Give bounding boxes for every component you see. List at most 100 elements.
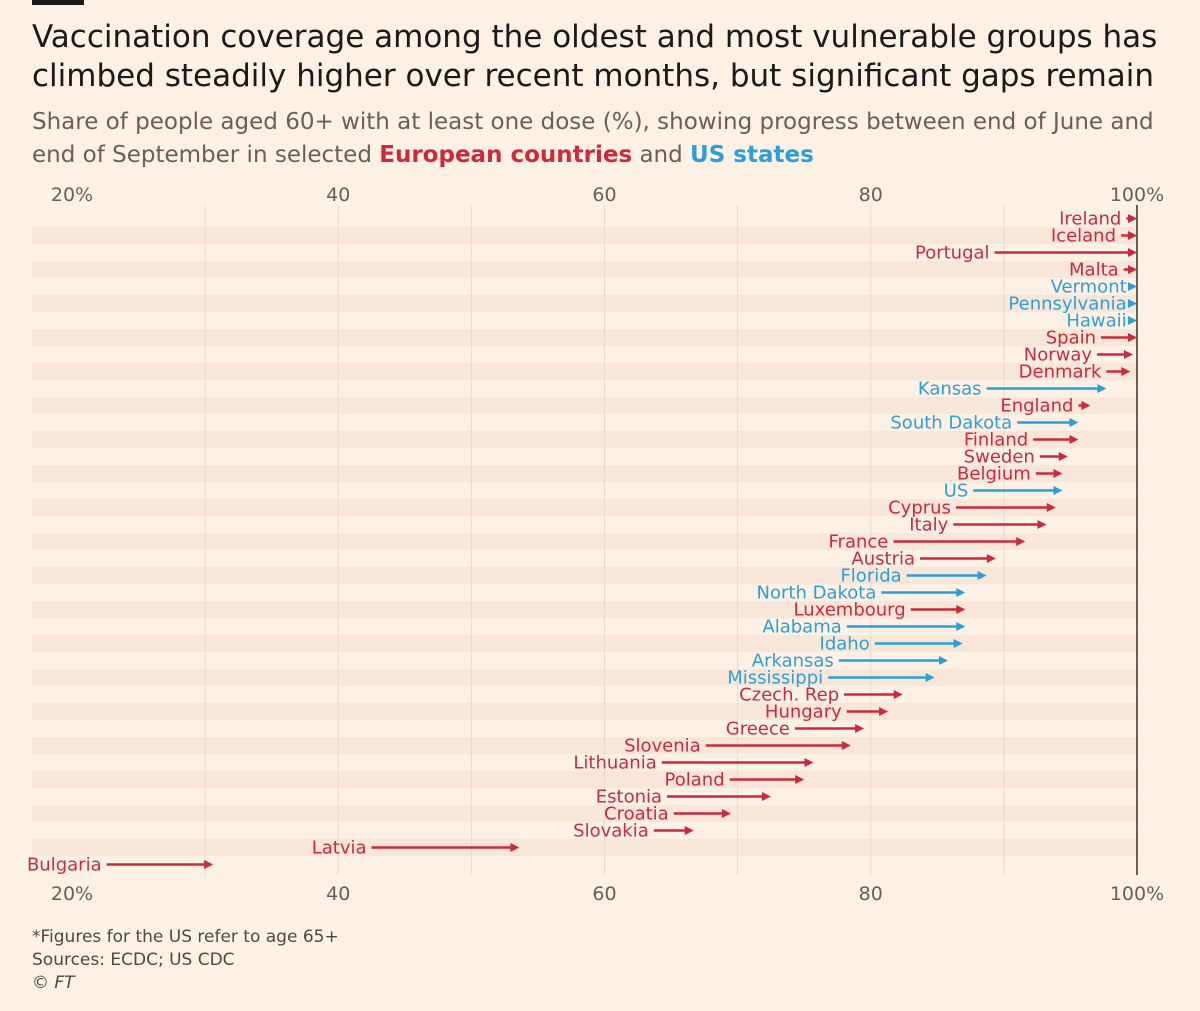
row-label: Mississippi: [727, 668, 823, 689]
row-label: Iceland: [1051, 226, 1116, 247]
arrowhead: [1128, 299, 1137, 308]
row-band: [32, 567, 1137, 584]
row-band: [32, 227, 1137, 244]
row-norway: Norway: [1024, 345, 1134, 366]
footer: *Figures for the US refer to age 65+ Sou…: [32, 926, 339, 995]
row-label: Cyprus: [888, 498, 951, 519]
row-band: [32, 703, 1137, 720]
x-tick-label-top: 20%: [51, 184, 93, 206]
x-tick-label-top: 80: [859, 184, 883, 206]
arrowhead: [204, 860, 214, 869]
arrowhead: [1128, 231, 1137, 240]
row-finland: Finland: [964, 430, 1079, 451]
row-bands: [32, 227, 1137, 856]
row-label: Slovenia: [624, 736, 701, 757]
row-label: Lithuania: [573, 753, 656, 774]
row-austria: Austria: [851, 549, 996, 570]
row-mississippi: Mississippi: [727, 668, 935, 689]
row-label: Latvia: [312, 838, 367, 859]
row-label: South Dakota: [890, 413, 1012, 434]
row-label: Malta: [1069, 260, 1119, 281]
arrowhead: [1046, 503, 1056, 512]
x-axis-top: 20% 40 60 80 100%: [51, 184, 1164, 206]
row-vermont: Vermont: [1051, 277, 1137, 298]
row-florida: Florida: [840, 566, 987, 587]
row-label: Alabama: [762, 617, 841, 638]
arrowhead: [893, 690, 903, 699]
subtitle-us-label: US states: [690, 142, 814, 168]
arrowhead: [1128, 248, 1137, 257]
arrowhead: [1069, 435, 1079, 444]
row-band: [32, 431, 1137, 448]
x-tick-label-bottom: 60: [592, 883, 616, 905]
row-luxembourg: Luxembourg: [794, 600, 966, 621]
arrowhead: [841, 741, 851, 750]
arrowhead: [804, 758, 814, 767]
arrowhead: [1121, 367, 1131, 376]
row-band: [32, 737, 1137, 754]
arrowhead: [1124, 350, 1134, 359]
arrowhead: [761, 792, 771, 801]
row-slovakia: Slovakia: [573, 821, 694, 842]
row-label: Idaho: [820, 634, 870, 655]
arrowhead: [977, 571, 987, 580]
row-hawaii: Hawaii: [1066, 311, 1137, 332]
arrowhead: [721, 809, 731, 818]
row-belgium: Belgium: [957, 464, 1063, 485]
row-lithuania: Lithuania: [573, 753, 814, 774]
row-band: [32, 805, 1137, 822]
arrowhead: [1069, 418, 1079, 427]
x-tick-label-bottom: 40: [326, 883, 350, 905]
row-label: Luxembourg: [794, 600, 906, 621]
chart-subtitle: Share of people aged 60+ with at least o…: [32, 106, 1172, 172]
row-label: North Dakota: [757, 583, 877, 604]
row-label: Pennsylvania: [1008, 294, 1126, 315]
row-band: [32, 465, 1137, 482]
arrowhead: [956, 588, 966, 597]
row-portugal: Portugal: [915, 243, 1137, 264]
arrowhead: [925, 673, 935, 682]
gridlines: [204, 205, 1138, 875]
arrowhead: [956, 622, 966, 631]
row-label: Hawaii: [1066, 311, 1126, 332]
row-label: Arkansas: [752, 651, 834, 672]
row-band: [32, 295, 1137, 312]
arrowhead: [510, 843, 520, 852]
row-band: [32, 839, 1137, 856]
row-label: France: [829, 532, 889, 553]
arrowhead: [1053, 486, 1063, 495]
row-band: [32, 601, 1137, 618]
arrowhead: [1053, 469, 1063, 478]
row-idaho: Idaho: [820, 634, 963, 655]
row-malta: Malta: [1069, 260, 1137, 281]
row-label: Florida: [840, 566, 901, 587]
arrowhead: [1128, 333, 1137, 342]
row-label: Finland: [964, 430, 1028, 451]
row-label: Estonia: [596, 787, 662, 808]
arrowhead: [956, 605, 966, 614]
row-label: Sweden: [964, 447, 1035, 468]
row-label: Kansas: [918, 379, 982, 400]
row-band: [32, 363, 1137, 380]
row-label: Slovakia: [573, 821, 649, 842]
row-label: Belgium: [957, 464, 1031, 485]
row-latvia: Latvia: [312, 838, 520, 859]
row-south-dakota: South Dakota: [890, 413, 1079, 434]
x-tick-label-top: 100%: [1110, 184, 1164, 206]
row-label: Poland: [665, 770, 725, 791]
arrowhead: [795, 775, 805, 784]
x-tick-label-bottom: 20%: [51, 883, 93, 905]
row-italy: Italy: [909, 515, 1047, 536]
row-croatia: Croatia: [604, 804, 731, 825]
arrowhead: [1081, 401, 1091, 410]
row-estonia: Estonia: [596, 787, 771, 808]
row-label: Austria: [851, 549, 915, 570]
row-label: Hungary: [765, 702, 842, 723]
arrowhead: [1128, 265, 1137, 274]
footnote: *Figures for the US refer to age 65+: [32, 927, 339, 947]
row-band: [32, 533, 1137, 550]
row-label: Croatia: [604, 804, 669, 825]
row-cyprus: Cyprus: [888, 498, 1056, 519]
row-label: Czech. Rep: [739, 685, 839, 706]
row-label: Spain: [1046, 328, 1096, 349]
